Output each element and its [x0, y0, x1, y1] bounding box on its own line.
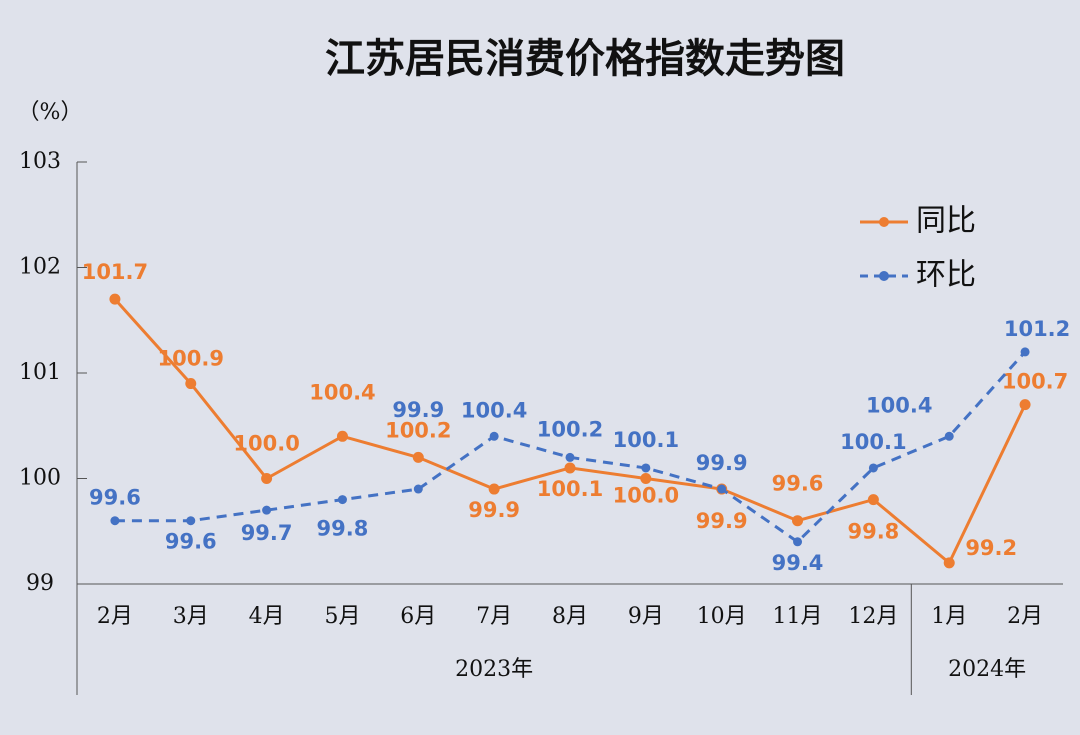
y-tick-label: 99	[26, 571, 54, 596]
point	[792, 515, 804, 527]
value-label: 100.0	[613, 484, 679, 508]
point	[641, 463, 651, 473]
value-label: 100.4	[461, 398, 527, 422]
x-tick-label: 2月	[1007, 604, 1043, 629]
value-label: 99.9	[392, 398, 444, 422]
point	[1019, 399, 1031, 411]
point	[412, 451, 424, 463]
point	[717, 484, 727, 494]
value-label: 99.6	[165, 530, 217, 554]
value-label: 100.7	[1002, 370, 1068, 394]
point	[867, 494, 879, 506]
x-tick-label: 9月	[628, 604, 664, 629]
y-tick-label: 103	[19, 149, 61, 174]
value-label: 99.8	[317, 517, 369, 541]
value-label: 100.2	[537, 417, 603, 441]
legend-marker	[879, 217, 889, 227]
x-tick-label: 2月	[97, 604, 133, 629]
value-label: 100.2	[385, 418, 451, 442]
value-label: 99.7	[241, 521, 293, 545]
point	[944, 431, 954, 441]
point	[262, 505, 272, 515]
value-label: 101.7	[82, 260, 148, 284]
value-label: 100.9	[158, 347, 224, 371]
x-tick-label: 3月	[173, 604, 209, 629]
value-label: 99.9	[696, 451, 748, 475]
value-label: 100.1	[840, 430, 906, 454]
point	[943, 557, 955, 569]
value-label: 99.6	[89, 486, 141, 510]
point	[489, 431, 499, 441]
legend-label: 同比	[916, 204, 976, 239]
point	[337, 495, 347, 505]
point	[488, 483, 500, 495]
value-label: 99.6	[772, 472, 824, 496]
x-tick-label: 8月	[552, 604, 588, 629]
value-label: 100.1	[537, 477, 603, 501]
value-label: 99.2	[965, 536, 1017, 560]
point	[564, 462, 576, 474]
value-label: 99.9	[468, 498, 520, 522]
x-tick-label: 4月	[249, 604, 285, 629]
point	[261, 473, 273, 484]
point	[413, 484, 423, 494]
point	[793, 537, 803, 547]
point	[868, 463, 878, 473]
point	[110, 516, 120, 526]
x-tick-label: 1月	[931, 604, 967, 629]
value-label: 100.4	[866, 393, 932, 417]
value-label: 100.0	[233, 432, 299, 456]
x-tick-label: 12月	[848, 604, 898, 629]
point	[640, 473, 652, 484]
value-label: 99.9	[696, 509, 748, 533]
value-label: 99.8	[847, 520, 899, 544]
point	[565, 452, 575, 462]
legend-marker	[879, 271, 889, 281]
y-axis-label: （%）	[18, 100, 83, 125]
x-tick-label: 7月	[476, 604, 512, 629]
x-tick-label: 5月	[324, 604, 360, 629]
y-tick-label: 101	[19, 360, 61, 385]
value-label: 99.4	[772, 551, 824, 575]
point	[186, 516, 196, 526]
y-tick-label: 100	[19, 466, 61, 491]
value-label: 100.1	[613, 428, 679, 452]
point	[1020, 347, 1030, 357]
chart-title: 江苏居民消费价格指数走势图	[325, 35, 845, 82]
point	[185, 378, 197, 390]
x-tick-label: 11月	[773, 604, 823, 629]
group-label: 2023年	[455, 657, 533, 682]
point	[336, 430, 348, 442]
x-tick-label: 6月	[400, 604, 436, 629]
legend-label: 环比	[916, 258, 976, 293]
point	[109, 293, 121, 305]
group-label: 2024年	[948, 657, 1026, 682]
value-label: 100.4	[309, 380, 375, 404]
value-label: 101.2	[1004, 317, 1070, 341]
x-tick-label: 10月	[697, 604, 747, 629]
y-tick-label: 102	[19, 255, 61, 280]
